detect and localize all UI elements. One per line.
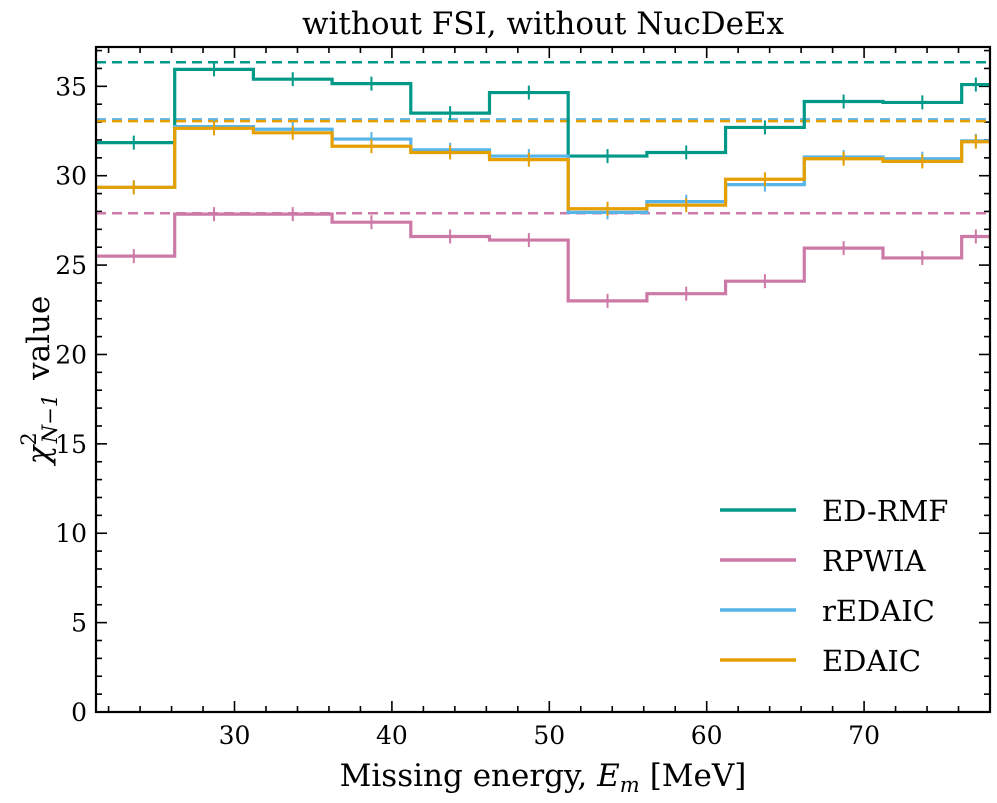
x-tick-label: 60 [691,721,723,750]
x-axis-title-text: Missing energy, [340,758,588,794]
x-axis-title-unit: [MeV] [650,758,747,794]
step-line [96,126,990,211]
step-line [96,212,990,303]
x-tick-label: 40 [376,721,408,750]
legend-item-rpwia: RPWIA [720,544,927,578]
y-tick-label: 35 [55,72,87,101]
y-tick-label: 15 [55,430,87,459]
plot-frame [94,45,992,714]
x-tick-label: 50 [533,721,565,750]
chart-title: without FSI, without NucDeEx [302,6,785,42]
series-redaic [96,119,990,220]
data-series [96,62,990,308]
y-axis-title-value: value [21,296,57,381]
legend-label: RPWIA [822,544,927,578]
x-tick-label: 70 [848,721,880,750]
legend-label: ED-RMF [822,494,948,528]
x-axis-title-sub: m [620,773,640,797]
y-tick-label: 0 [71,698,87,727]
series-edaic [96,121,990,216]
legend-item-redaic: rEDAIC [720,594,935,628]
y-tick-label: 5 [71,609,87,638]
legend: ED-RMF RPWIA rEDAIC EDAIC [720,494,948,678]
legend-item-ed-rmf: ED-RMF [720,494,948,528]
y-axis-title-sup: 2 [17,432,41,445]
legend-label: rEDAIC [822,594,935,628]
y-axis-title: χ2N−1 value [17,296,62,467]
legend-item-edaic: EDAIC [720,644,921,678]
step-line [96,67,990,158]
step-line [96,124,990,214]
series-rpwia [96,207,990,308]
y-axis-title-sub: N−1 [38,394,62,444]
y-tick-label: 10 [55,519,87,548]
x-axis-title: Missing energy, Em [MeV] [340,758,747,797]
y-tick-label: 20 [55,340,87,369]
y-tick-label: 25 [55,251,87,280]
y-tick-label: 30 [55,162,87,191]
horizontal-reference-lines [96,60,990,215]
x-axis-title-var: E [596,758,620,794]
series-ed-rmf [96,62,990,164]
y-axis-ticks: 0 5 10 15 20 25 30 35 [55,49,990,727]
legend-label: EDAIC [822,644,921,678]
y-axis-title-chi: χ [21,443,57,466]
x-tick-label: 30 [219,721,251,750]
